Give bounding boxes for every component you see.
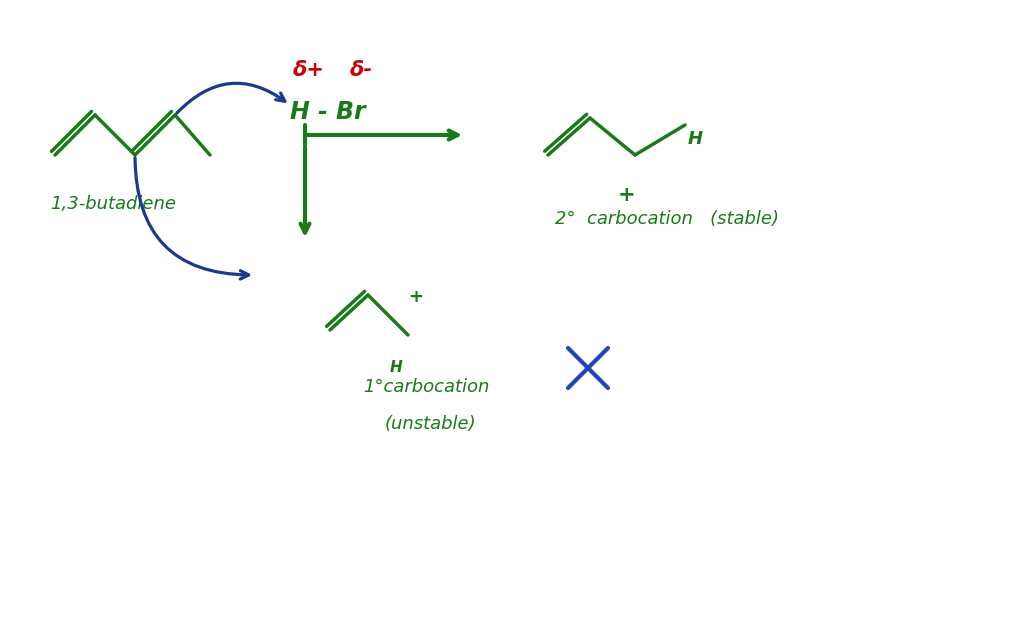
Text: 1°carbocation: 1°carbocation	[362, 378, 489, 396]
Text: H: H	[390, 360, 402, 375]
Text: H - Br: H - Br	[290, 100, 366, 124]
Text: +: +	[618, 185, 636, 205]
Text: δ+: δ+	[293, 60, 325, 80]
Text: +: +	[408, 288, 423, 306]
Text: (unstable): (unstable)	[385, 415, 476, 433]
Text: 2°  carbocation   (stable): 2° carbocation (stable)	[555, 210, 779, 228]
Text: H: H	[688, 130, 703, 148]
Text: 1,3-butadiene: 1,3-butadiene	[50, 195, 176, 213]
Text: δ-: δ-	[350, 60, 373, 80]
